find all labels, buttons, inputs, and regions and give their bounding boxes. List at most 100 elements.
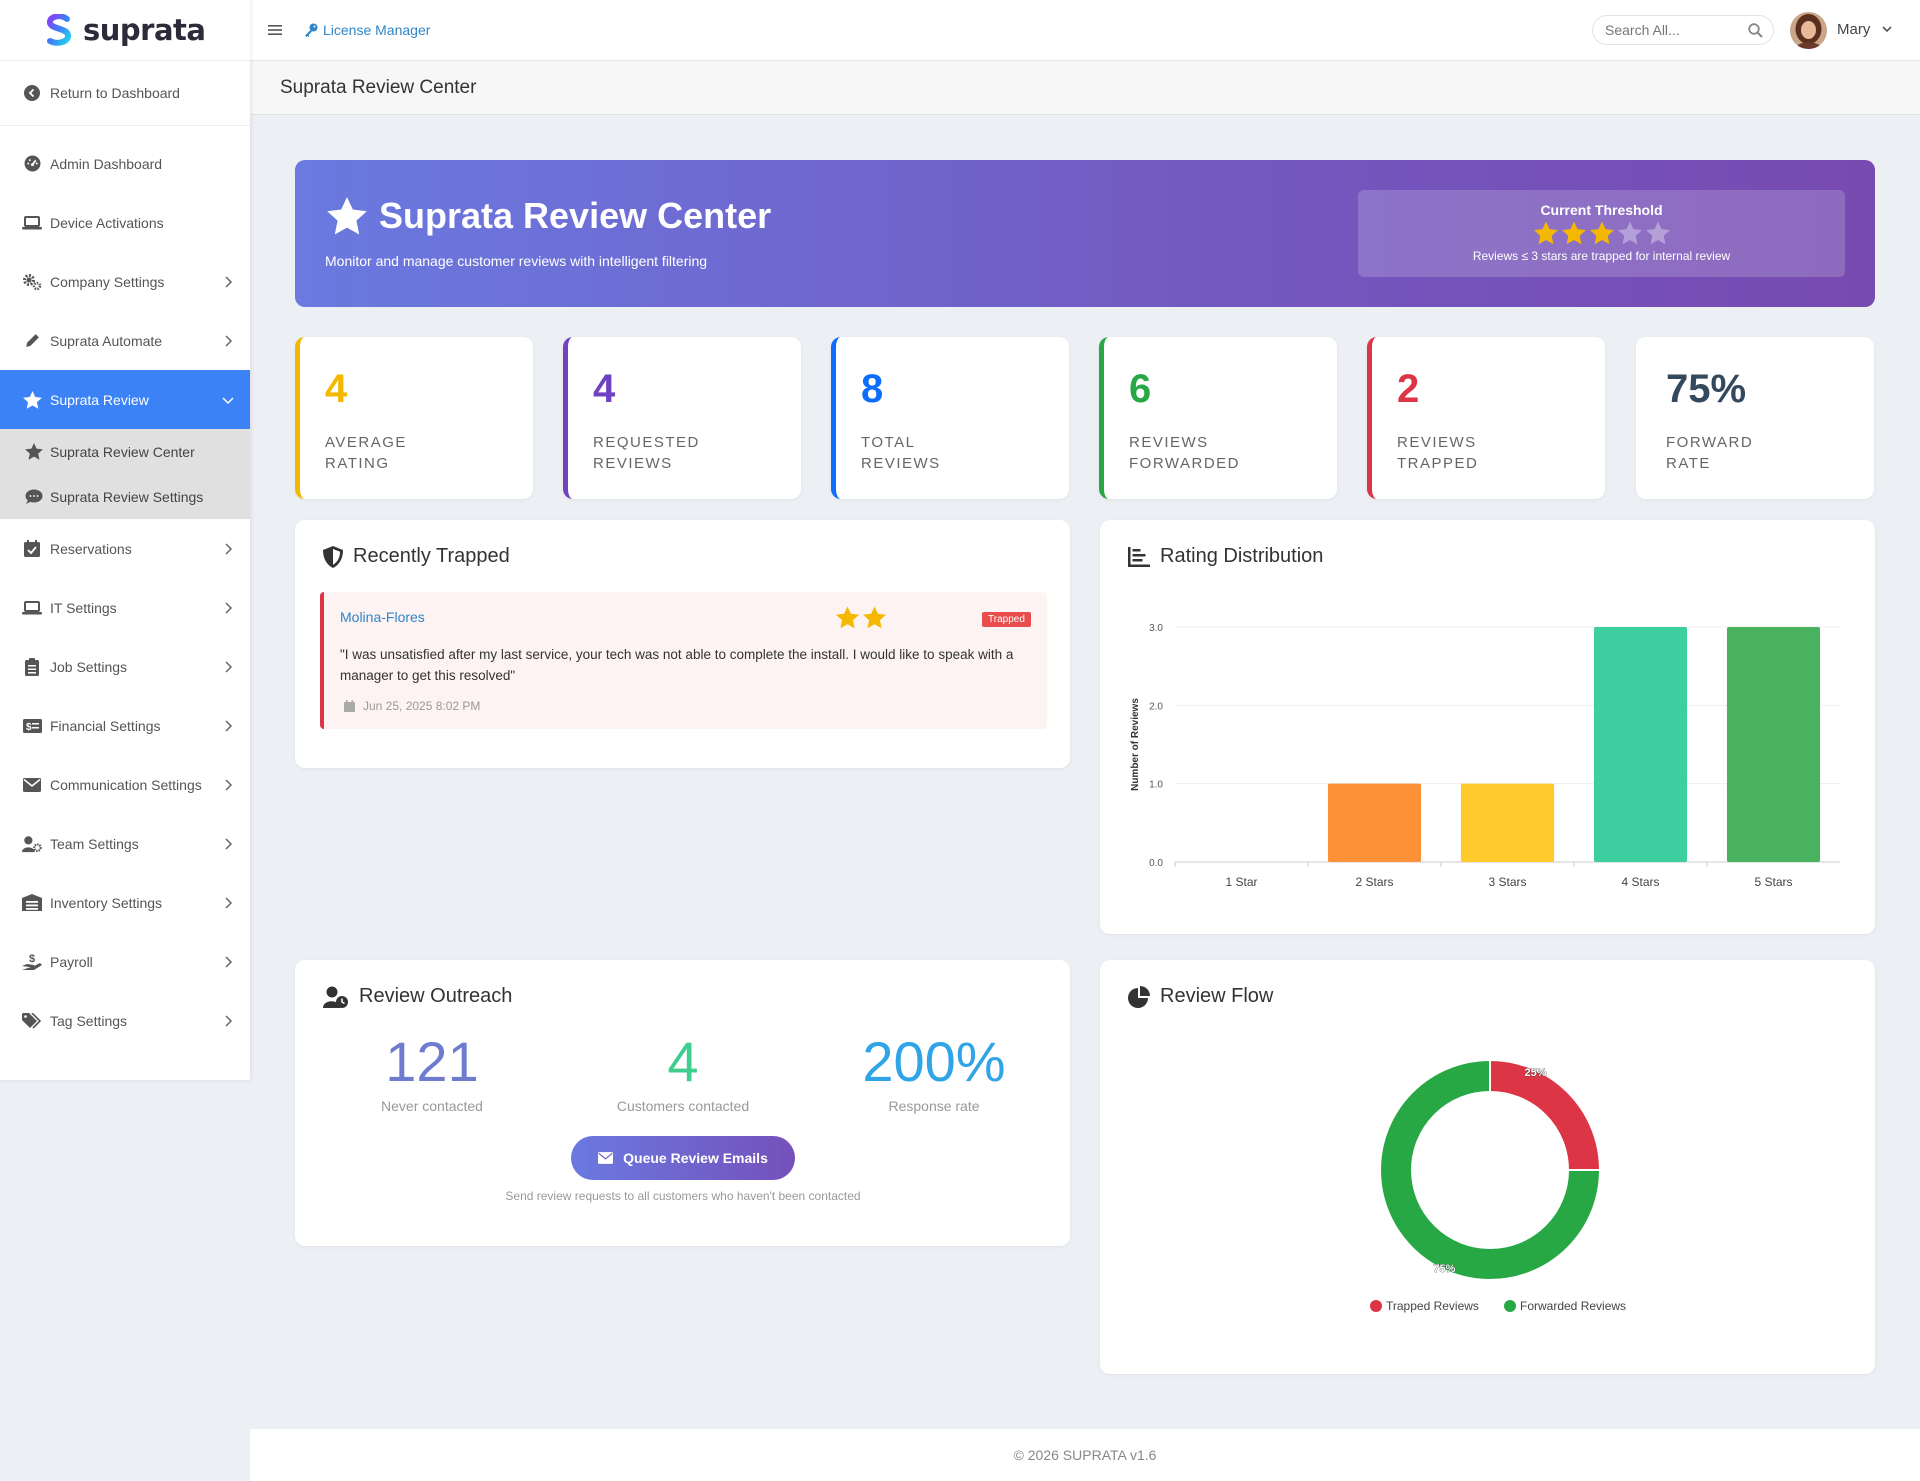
chevron-down-icon[interactable] bbox=[1880, 22, 1894, 36]
hero-title: Suprata Review Center bbox=[327, 195, 771, 237]
stat-label: REQUESTED REVIEWS bbox=[593, 434, 700, 472]
stat-value: 75% bbox=[1666, 367, 1747, 411]
sidebar-item-team-settings[interactable]: Team Settings bbox=[0, 814, 250, 873]
queue-note: Send review requests to all customers wh… bbox=[505, 1189, 861, 1203]
bar[interactable] bbox=[1593, 627, 1688, 862]
chevron-right-icon bbox=[225, 719, 233, 732]
chevron-down-icon bbox=[222, 396, 234, 404]
outreach-metric-customers-contacted: 4 Customers contacted bbox=[563, 1030, 803, 1114]
sidebar-subitem-label: Suprata Review Center bbox=[50, 443, 195, 460]
sidebar-item-label: Tag Settings bbox=[50, 1012, 128, 1029]
sidebar-item-label: Reservations bbox=[50, 540, 132, 557]
laptop-icon bbox=[22, 598, 42, 618]
stat-label: TOTAL REVIEWS bbox=[861, 434, 941, 472]
outreach-metric-never-contacted: 121 Never contacted bbox=[312, 1030, 552, 1114]
sidebar-item-suprata-review[interactable]: Suprata Review bbox=[0, 370, 250, 429]
sidebar-item-tag-settings[interactable]: Tag Settings bbox=[0, 991, 250, 1050]
queue-review-emails-button[interactable]: Queue Review Emails bbox=[571, 1136, 795, 1180]
chevron-right-icon bbox=[225, 660, 233, 673]
brand-logo[interactable]: suprata bbox=[0, 0, 250, 61]
search-input[interactable] bbox=[1605, 22, 1745, 38]
chevron-right-icon bbox=[225, 542, 233, 555]
bar[interactable] bbox=[1460, 783, 1555, 862]
card-title: Rating Distribution bbox=[1128, 545, 1323, 568]
reviewer-name[interactable]: Molina-Flores bbox=[340, 609, 425, 625]
sidebar-item-label: Admin Dashboard bbox=[50, 155, 163, 172]
sidebar-item-label: Suprata Automate bbox=[50, 332, 163, 349]
star-filled-icon bbox=[1589, 221, 1614, 245]
bar[interactable] bbox=[1327, 783, 1422, 862]
sidebar-item-communication-settings[interactable]: Communication Settings bbox=[0, 755, 250, 814]
sidebar-item-company-settings[interactable]: Company Settings bbox=[0, 252, 250, 311]
x-tick-label: 2 Stars bbox=[1355, 875, 1393, 889]
metric-value: 121 bbox=[385, 1030, 479, 1093]
metric-value: 200% bbox=[862, 1030, 1006, 1093]
rating-distribution-card: Rating Distribution 0.0 1.0 2.0 3.0 Number o… bbox=[1100, 520, 1875, 934]
trapped-review-item[interactable]: Molina-Flores Trapped "I was unsatisfied… bbox=[320, 592, 1047, 729]
return-to-dashboard-link[interactable]: Return to Dashboard bbox=[0, 61, 250, 126]
sidebar-item-job-settings[interactable]: Job Settings bbox=[0, 637, 250, 696]
hamburger-menu-icon[interactable] bbox=[266, 21, 284, 39]
user-gear-icon bbox=[22, 834, 42, 854]
rating-distribution-chart: 0.0 1.0 2.0 3.0 Number of Reviews 1 Star 2 Sta… bbox=[1130, 623, 1840, 889]
star-icon bbox=[22, 390, 42, 410]
sidebar-item-admin-dashboard[interactable]: Admin Dashboard bbox=[0, 134, 250, 193]
sidebar-item-label: Suprata Review bbox=[50, 391, 149, 408]
topbar: License Manager Mary bbox=[250, 0, 1920, 61]
sidebar-item-payroll[interactable]: $ Payroll bbox=[0, 932, 250, 991]
pie-slice[interactable] bbox=[1379, 1058, 1602, 1281]
sidebar-item-reservations[interactable]: Reservations bbox=[0, 519, 250, 578]
legend-label[interactable]: Forwarded Reviews bbox=[1520, 1299, 1626, 1313]
threshold-stars bbox=[1358, 221, 1845, 245]
x-tick-label: 5 Stars bbox=[1754, 875, 1792, 889]
user-name[interactable]: Mary bbox=[1837, 21, 1871, 38]
star-empty-icon bbox=[1645, 221, 1670, 245]
card-title: Review Outreach bbox=[323, 985, 512, 1008]
metric-label: Customers contacted bbox=[616, 1098, 750, 1114]
gauge-icon bbox=[22, 154, 42, 174]
review-flow-chart: 25% 75% Trapped Reviews Forwarded Reviews bbox=[1370, 1058, 1626, 1313]
legend-label[interactable]: Trapped Reviews bbox=[1386, 1299, 1479, 1313]
threshold-label: Current Threshold bbox=[1540, 202, 1663, 218]
x-tick-label: 4 Stars bbox=[1621, 875, 1659, 889]
chevron-right-icon bbox=[225, 837, 233, 850]
review-stars bbox=[836, 606, 886, 629]
sidebar-item-label: Communication Settings bbox=[50, 776, 202, 793]
sidebar-item-inventory-settings[interactable]: Inventory Settings bbox=[0, 873, 250, 932]
chevron-right-icon bbox=[225, 896, 233, 909]
star-filled-icon bbox=[1561, 221, 1586, 245]
review-outreach-card: Review Outreach 121 Never contacted 4 Cu… bbox=[295, 960, 1070, 1246]
hand-holding-dollar-icon: $ bbox=[22, 952, 42, 972]
x-tick-label: 3 Stars bbox=[1488, 875, 1526, 889]
clipboard-list-icon bbox=[22, 657, 42, 677]
threshold-panel: Current Threshold Reviews ≤ 3 stars are … bbox=[1358, 190, 1845, 277]
slice-label: 75% bbox=[1433, 1263, 1455, 1275]
key-icon bbox=[305, 23, 318, 37]
sidebar-subitem-review-settings[interactable]: Suprata Review Settings bbox=[0, 474, 250, 519]
search-icon[interactable] bbox=[1748, 23, 1763, 38]
sidebar-item-label: IT Settings bbox=[50, 599, 117, 616]
bar-chart-icon bbox=[1128, 546, 1150, 567]
shield-icon bbox=[323, 545, 343, 568]
sidebar-item-suprata-automate[interactable]: Suprata Automate bbox=[0, 311, 250, 370]
metric-value: 4 bbox=[667, 1030, 699, 1093]
hero-banner: Suprata Review Center Monitor and manage… bbox=[295, 160, 1875, 307]
stat-value: 4 bbox=[593, 367, 616, 411]
sidebar-item-it-settings[interactable]: IT Settings bbox=[0, 578, 250, 637]
chevron-right-icon bbox=[225, 601, 233, 614]
avatar[interactable] bbox=[1790, 12, 1827, 49]
bar[interactable] bbox=[1726, 627, 1821, 862]
license-manager-link[interactable]: License Manager bbox=[304, 22, 430, 38]
sidebar-item-label: Payroll bbox=[50, 953, 93, 970]
sidebar-item-device-activations[interactable]: Device Activations bbox=[0, 193, 250, 252]
stat-value: 8 bbox=[861, 367, 884, 411]
sidebar-item-financial-settings[interactable]: $ Financial Settings bbox=[0, 696, 250, 755]
sidebar: suprata Return to Dashboard Admin Dashbo… bbox=[0, 0, 250, 1080]
hero-subtitle: Monitor and manage customer reviews with… bbox=[325, 253, 708, 269]
star-filled-icon bbox=[1533, 221, 1558, 245]
sidebar-subitem-review-center[interactable]: Suprata Review Center bbox=[0, 429, 250, 474]
star-filled-icon bbox=[863, 606, 886, 629]
sidebar-item-label: Device Activations bbox=[50, 214, 164, 231]
chevron-right-icon bbox=[225, 778, 233, 791]
stat-value: 2 bbox=[1397, 367, 1420, 411]
